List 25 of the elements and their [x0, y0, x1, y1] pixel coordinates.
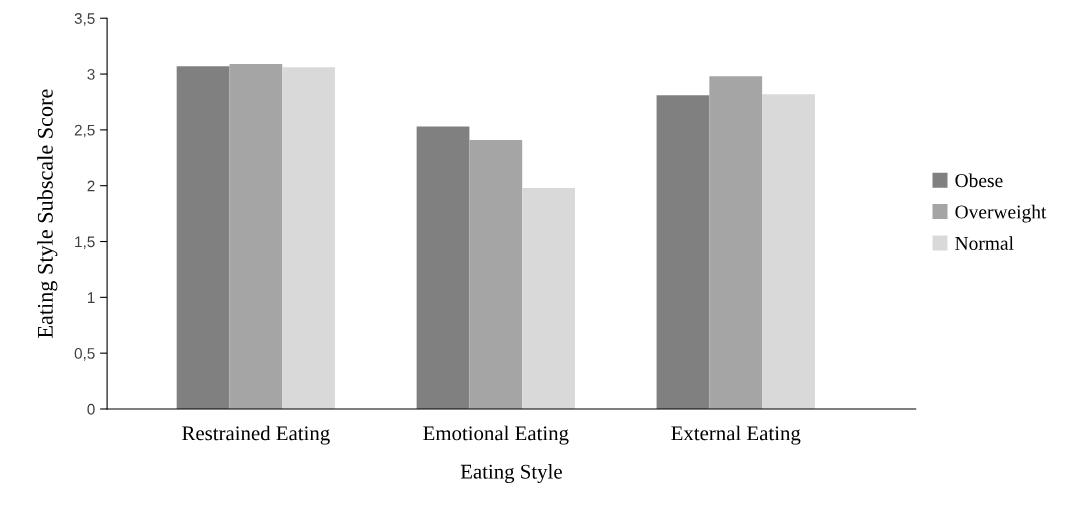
y-tick-label: 2: [87, 180, 95, 192]
bar: [176, 66, 230, 409]
y-tick-label: 0: [87, 403, 95, 415]
x-axis-title: Eating Style: [460, 464, 562, 483]
legend-label: Obese: [955, 173, 1003, 188]
y-tick-label: 1: [87, 292, 95, 303]
y-axis-title: Eating Style Subscale Score: [37, 89, 58, 338]
bar: [709, 76, 763, 409]
bar: [229, 64, 283, 409]
x-tick-label: Restrained Eating: [182, 425, 330, 445]
bar: [762, 94, 815, 409]
bar: [522, 187, 575, 409]
legend-label: Normal: [955, 236, 1014, 250]
legend-label: Overweight: [955, 204, 1047, 223]
y-tick-label: 3: [87, 68, 95, 80]
y-tick-label: 0,5: [74, 348, 95, 361]
x-tick-label: Emotional Eating: [423, 425, 569, 445]
bar: [656, 95, 710, 409]
y-tick-label: 1,5: [75, 236, 95, 250]
bar: [469, 139, 523, 409]
x-tick-label: External Eating: [671, 425, 801, 445]
y-tick-label: 3,5: [74, 13, 95, 26]
y-tick-label: 2,5: [74, 124, 95, 138]
bar: [282, 67, 336, 409]
bar: [416, 126, 470, 409]
